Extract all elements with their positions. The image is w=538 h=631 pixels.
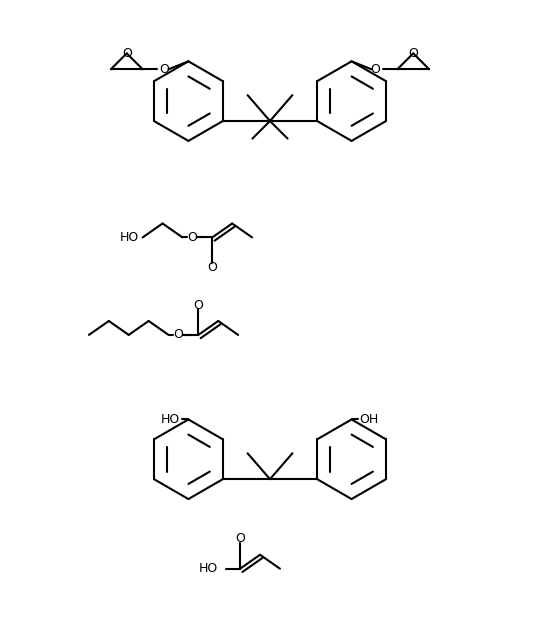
Text: O: O [371,62,380,76]
Text: HO: HO [199,562,218,575]
Text: O: O [160,62,169,76]
Text: O: O [187,231,197,244]
Text: O: O [207,261,217,274]
Text: O: O [408,47,418,60]
Text: O: O [174,328,183,341]
Text: OH: OH [359,413,379,426]
Text: HO: HO [119,231,139,244]
Text: O: O [122,47,132,60]
Text: HO: HO [161,413,180,426]
Text: O: O [194,298,203,312]
Text: O: O [235,533,245,545]
